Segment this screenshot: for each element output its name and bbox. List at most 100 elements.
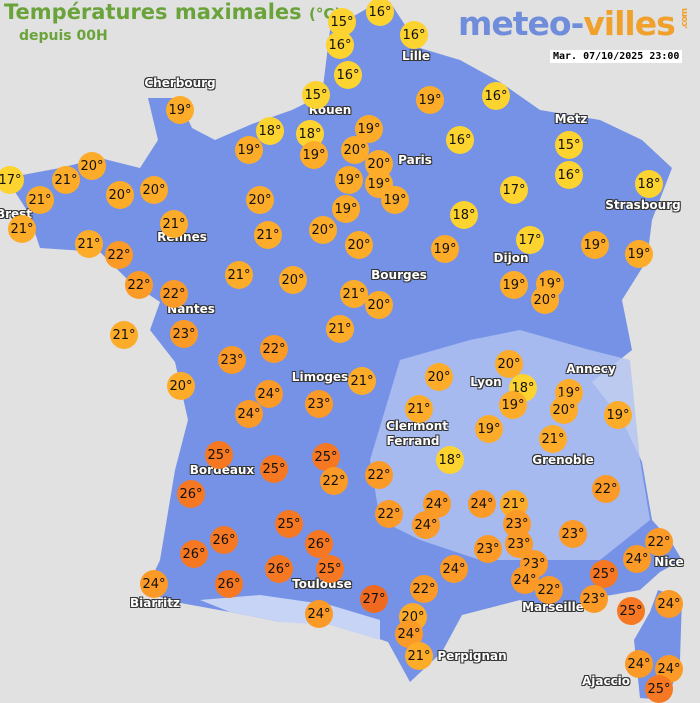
temperature-marker[interactable]: 18° — [256, 117, 284, 145]
temperature-marker[interactable]: 24° — [511, 566, 539, 594]
temperature-marker[interactable]: 16° — [366, 0, 394, 26]
temperature-marker[interactable]: 16° — [446, 126, 474, 154]
temperature-marker[interactable]: 21° — [8, 215, 36, 243]
temperature-marker[interactable]: 23° — [559, 520, 587, 548]
temperature-marker[interactable]: 21° — [110, 321, 138, 349]
temperature-marker[interactable]: 21° — [340, 280, 368, 308]
temperature-marker[interactable]: 20° — [550, 396, 578, 424]
temperature-marker[interactable]: 26° — [177, 480, 205, 508]
temperature-marker[interactable]: 23° — [474, 535, 502, 563]
temperature-marker[interactable]: 19° — [500, 271, 528, 299]
meteo-villes-logo[interactable]: meteo-villes .com — [458, 4, 695, 43]
temperature-marker[interactable]: 24° — [440, 555, 468, 583]
temperature-marker[interactable]: 23° — [305, 390, 333, 418]
temperature-marker[interactable]: 20° — [279, 266, 307, 294]
temperature-marker[interactable]: 23° — [580, 585, 608, 613]
temperature-marker[interactable]: 26° — [215, 570, 243, 598]
temperature-marker[interactable]: 20° — [341, 136, 369, 164]
temperature-marker[interactable]: 20° — [365, 291, 393, 319]
temperature-marker[interactable]: 19° — [332, 195, 360, 223]
temperature-marker[interactable]: 19° — [431, 235, 459, 263]
temperature-marker[interactable]: 21° — [348, 367, 376, 395]
temperature-marker[interactable]: 22° — [645, 528, 673, 556]
temperature-marker[interactable]: 25° — [316, 555, 344, 583]
temperature-marker[interactable]: 22° — [160, 280, 188, 308]
temperature-marker[interactable]: 20° — [309, 216, 337, 244]
temperature-marker[interactable]: 19° — [625, 240, 653, 268]
temperature-marker[interactable]: 22° — [105, 241, 133, 269]
temperature-marker[interactable]: 17° — [516, 226, 544, 254]
temperature-marker[interactable]: 20° — [345, 231, 373, 259]
temperature-marker[interactable]: 25° — [275, 510, 303, 538]
temperature-marker[interactable]: 19° — [416, 86, 444, 114]
temperature-marker[interactable]: 24° — [305, 600, 333, 628]
temperature-marker[interactable]: 16° — [482, 82, 510, 110]
temperature-marker[interactable]: 25° — [645, 675, 673, 703]
temperature-marker[interactable]: 19° — [604, 401, 632, 429]
temperature-marker[interactable]: 21° — [405, 642, 433, 670]
temperature-marker[interactable]: 24° — [140, 570, 168, 598]
temperature-marker[interactable]: 21° — [52, 166, 80, 194]
temperature-marker[interactable]: 18° — [450, 201, 478, 229]
temperature-marker[interactable]: 25° — [260, 455, 288, 483]
temperature-marker[interactable]: 20° — [78, 152, 106, 180]
temperature-marker[interactable]: 24° — [655, 590, 683, 618]
temperature-marker[interactable]: 19° — [300, 141, 328, 169]
temperature-marker[interactable]: 23° — [170, 320, 198, 348]
temperature-marker[interactable]: 15° — [555, 131, 583, 159]
temperature-marker[interactable]: 18° — [436, 446, 464, 474]
temperature-marker[interactable]: 22° — [410, 575, 438, 603]
temperature-marker[interactable]: 24° — [412, 511, 440, 539]
temperature-marker[interactable]: 17° — [500, 176, 528, 204]
temperature-marker[interactable]: 20° — [425, 363, 453, 391]
temperature-marker[interactable]: 22° — [365, 461, 393, 489]
temperature-marker[interactable]: 25° — [205, 441, 233, 469]
temperature-marker[interactable]: 21° — [539, 425, 567, 453]
temperature-marker[interactable]: 16° — [334, 61, 362, 89]
temperature-marker[interactable]: 21° — [26, 186, 54, 214]
temperature-marker[interactable]: 24° — [623, 545, 651, 573]
temperature-marker[interactable]: 19° — [335, 166, 363, 194]
temperature-marker[interactable]: 20° — [167, 372, 195, 400]
temperature-marker[interactable]: 18° — [635, 170, 663, 198]
temperature-marker[interactable]: 22° — [592, 475, 620, 503]
temperature-marker[interactable]: 20° — [106, 181, 134, 209]
temperature-marker[interactable]: 19° — [166, 96, 194, 124]
temperature-marker[interactable]: 16° — [400, 21, 428, 49]
temperature-marker[interactable]: 24° — [468, 490, 496, 518]
temperature-marker[interactable]: 24° — [235, 400, 263, 428]
temperature-marker[interactable]: 22° — [125, 271, 153, 299]
temperature-marker[interactable]: 20° — [531, 286, 559, 314]
temperature-marker[interactable]: 26° — [265, 555, 293, 583]
temperature-marker[interactable]: 21° — [160, 210, 188, 238]
temperature-marker[interactable]: 22° — [320, 467, 348, 495]
temperature-marker[interactable]: 19° — [381, 186, 409, 214]
temperature-marker[interactable]: 22° — [375, 500, 403, 528]
temperature-marker[interactable]: 19° — [475, 415, 503, 443]
temperature-marker[interactable]: 19° — [581, 231, 609, 259]
temperature-marker[interactable]: 22° — [535, 576, 563, 604]
temperature-marker[interactable]: 26° — [210, 526, 238, 554]
temperature-marker[interactable]: 15° — [302, 81, 330, 109]
temperature-marker[interactable]: 27° — [360, 585, 388, 613]
temperature-marker[interactable]: 16° — [326, 31, 354, 59]
temperature-marker[interactable]: 19° — [499, 391, 527, 419]
temperature-marker[interactable]: 20° — [495, 350, 523, 378]
temperature-marker[interactable]: 24° — [423, 490, 451, 518]
temperature-marker[interactable]: 23° — [218, 346, 246, 374]
temperature-marker[interactable]: 24° — [625, 650, 653, 678]
temperature-marker[interactable]: 21° — [326, 315, 354, 343]
temperature-marker[interactable]: 16° — [555, 161, 583, 189]
temperature-marker[interactable]: 17° — [0, 166, 24, 194]
temperature-marker[interactable]: 25° — [617, 597, 645, 625]
temperature-marker[interactable]: 24° — [255, 380, 283, 408]
temperature-marker[interactable]: 22° — [260, 335, 288, 363]
temperature-marker[interactable]: 21° — [75, 230, 103, 258]
temperature-marker[interactable]: 21° — [254, 221, 282, 249]
temperature-marker[interactable]: 26° — [180, 540, 208, 568]
temperature-marker[interactable]: 15° — [328, 8, 356, 36]
temperature-marker[interactable]: 26° — [305, 530, 333, 558]
temperature-marker[interactable]: 20° — [140, 176, 168, 204]
temperature-marker[interactable]: 19° — [235, 136, 263, 164]
temperature-marker[interactable]: 21° — [405, 395, 433, 423]
